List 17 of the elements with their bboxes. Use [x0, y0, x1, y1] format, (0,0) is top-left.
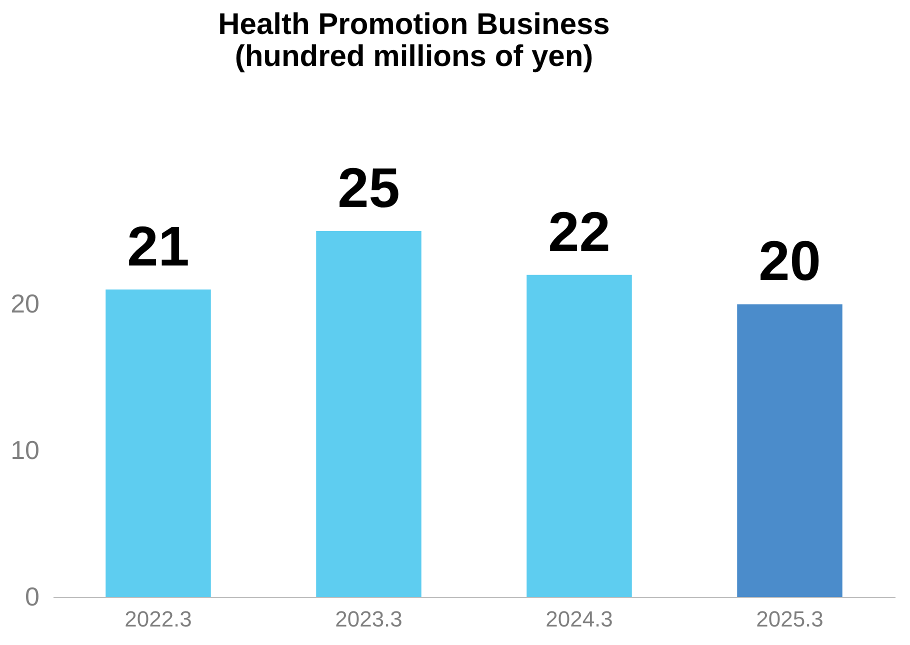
data-label: 21	[127, 214, 190, 278]
x-tick-label: 2025.3	[756, 606, 824, 632]
data-label: 25	[338, 156, 400, 219]
bar	[737, 304, 842, 597]
data-label: 20	[758, 229, 821, 292]
y-tick-label: 10	[10, 435, 40, 466]
x-tick-label: 2022.3	[124, 606, 192, 632]
bar	[526, 274, 632, 597]
text: Health Promotion Business	[218, 8, 610, 41]
y-tick-label: 20	[10, 288, 40, 319]
text: (hundred millions of yen)	[234, 40, 594, 73]
bar	[106, 290, 211, 597]
data-label: 22	[548, 200, 610, 263]
x-tick-label: 2023.3	[335, 606, 402, 632]
x-tick-label: 2024.3	[546, 606, 613, 632]
y-tick-label: 0	[25, 582, 40, 612]
bar	[316, 231, 422, 597]
